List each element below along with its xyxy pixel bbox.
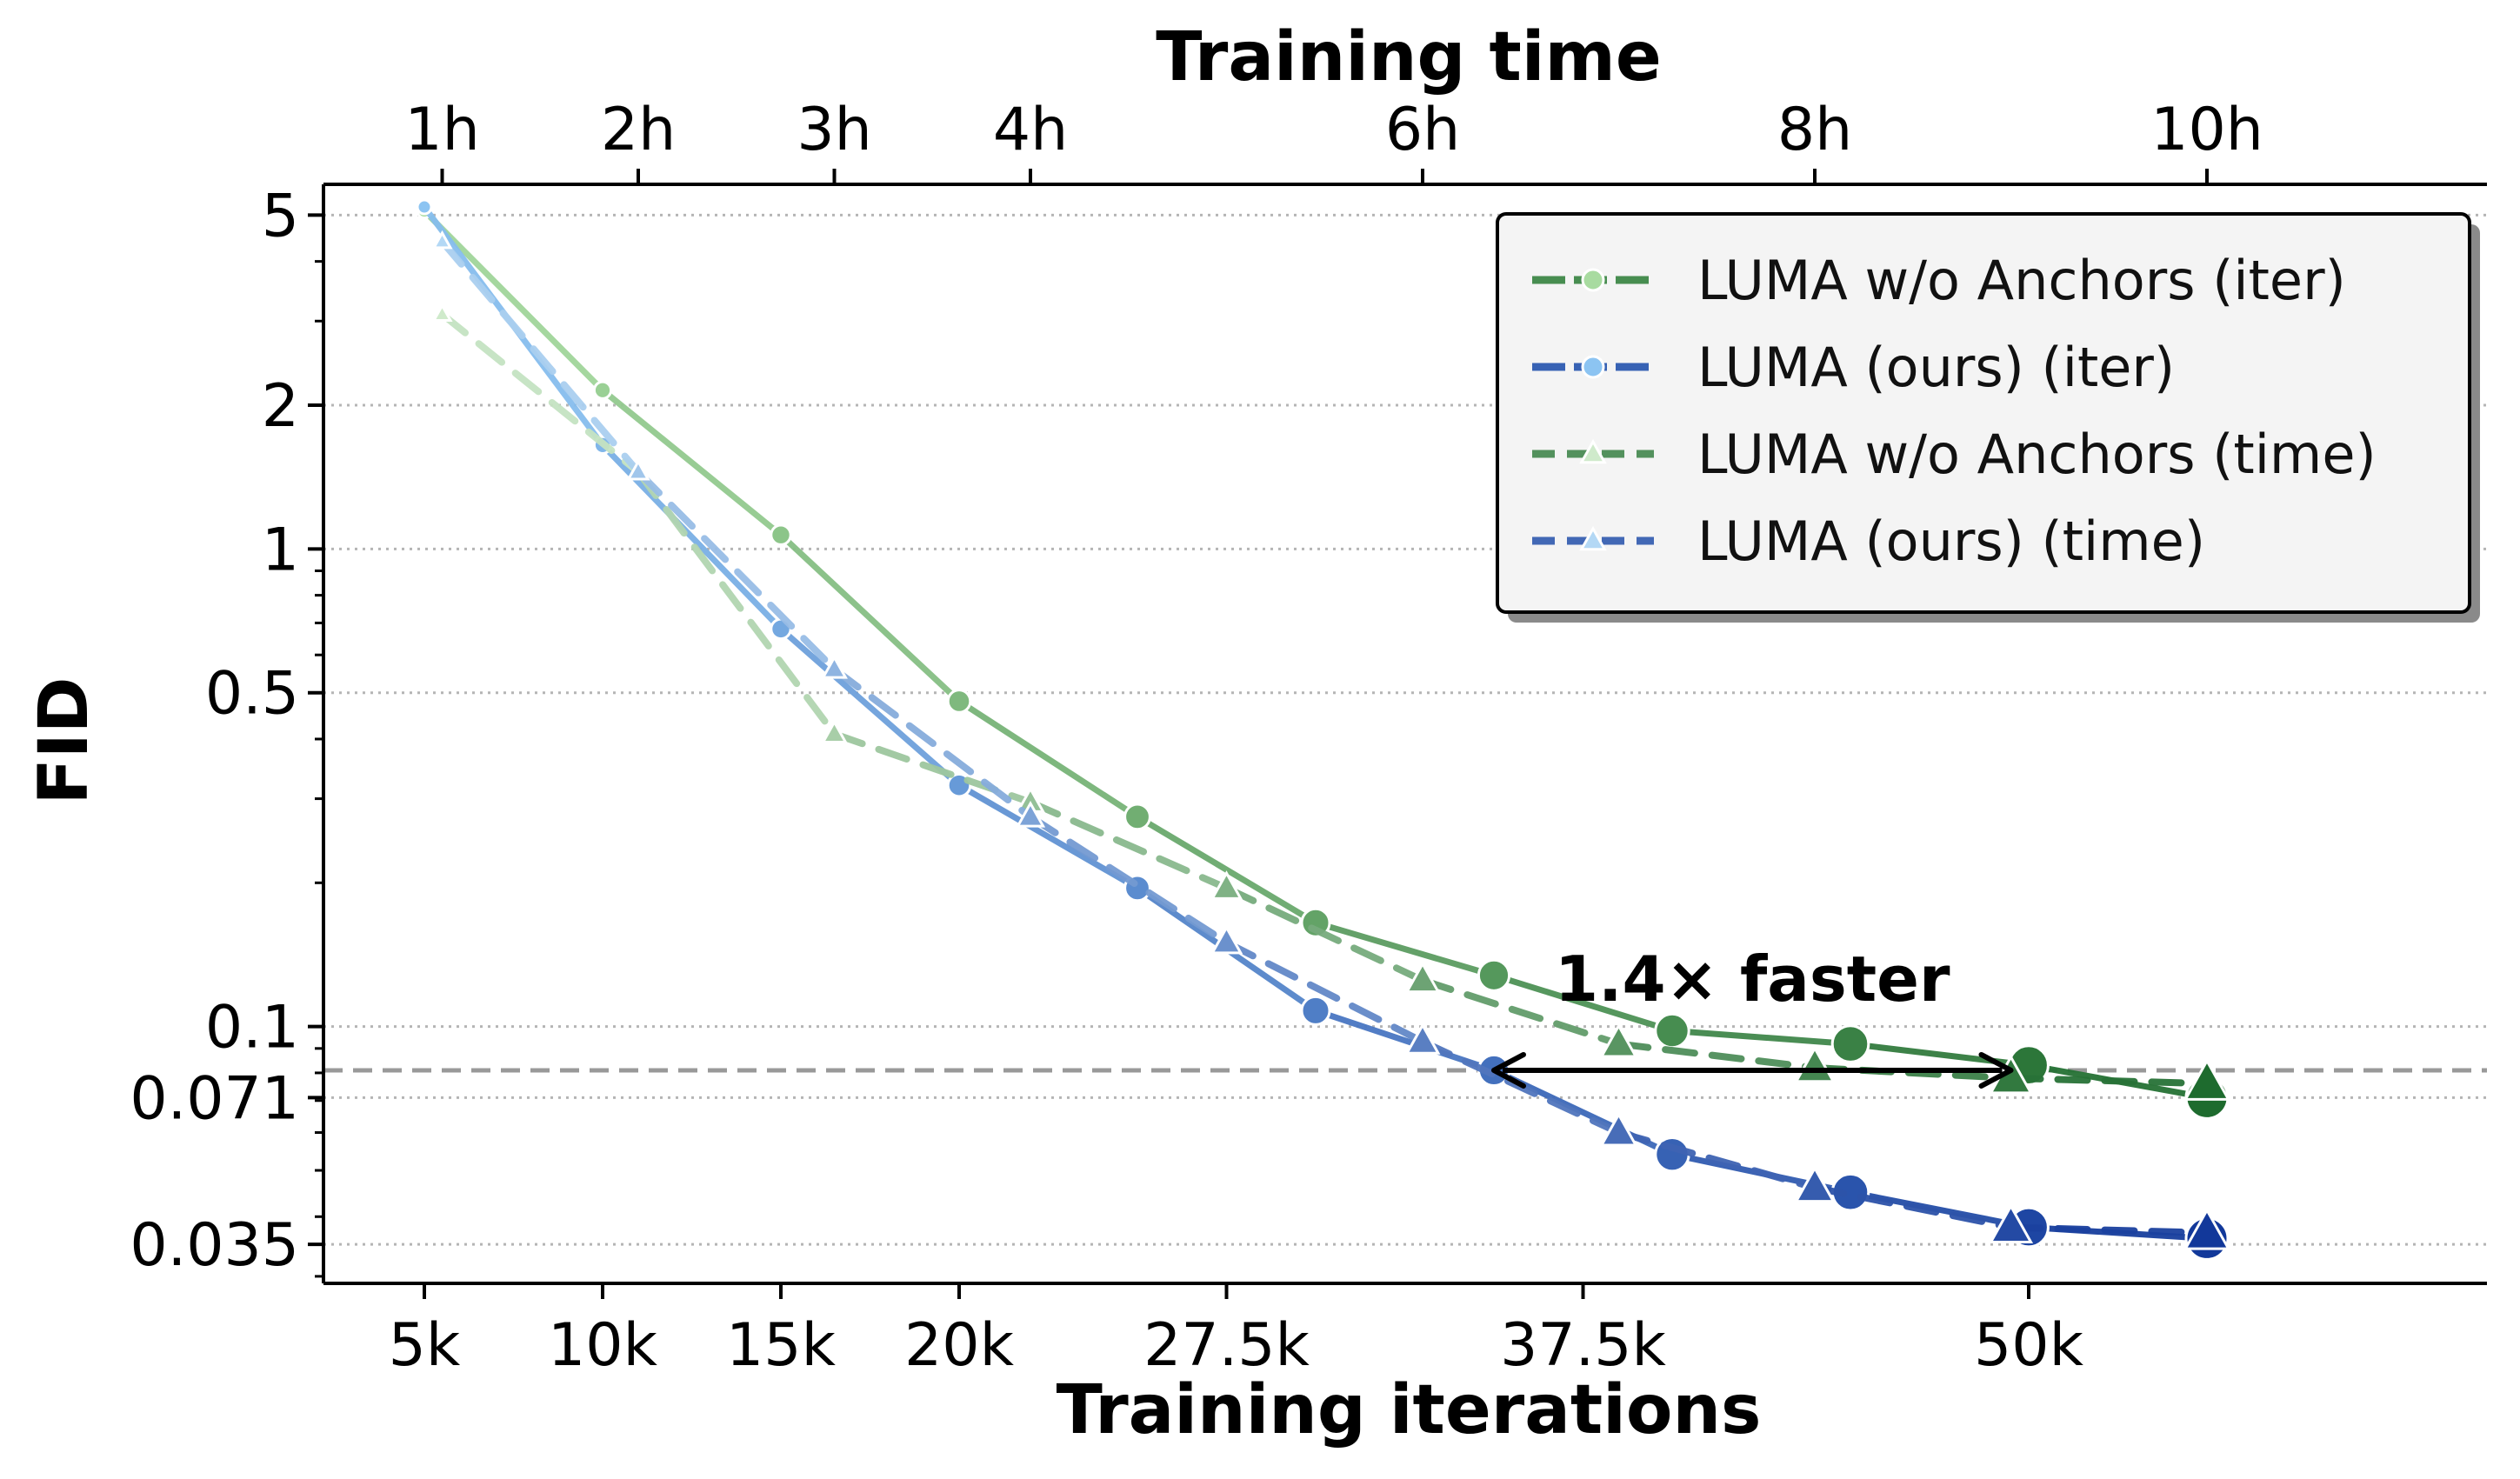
series-segment <box>1223 938 1426 1045</box>
data-point <box>946 689 972 714</box>
series-segment <box>599 387 784 538</box>
series-segment <box>1615 1129 1818 1191</box>
top-x-tick-label: 1h <box>404 96 479 164</box>
data-point <box>2183 1058 2231 1101</box>
x-tick-label: 15k <box>726 1311 837 1380</box>
y-axis-title: FID <box>25 676 103 804</box>
grid-lines <box>323 213 2487 1246</box>
series-segment <box>1027 798 1230 892</box>
data-point <box>2183 1207 2231 1250</box>
data-point <box>1794 1165 1836 1203</box>
data-point <box>1988 1203 2034 1243</box>
data-point <box>1404 1023 1441 1055</box>
y-tick-label: 0.071 <box>130 1064 299 1133</box>
x-tick-label: 20k <box>904 1311 1015 1380</box>
top-x-tick-label: 4h <box>993 96 1068 164</box>
y-tick-label: 0.1 <box>205 994 299 1063</box>
data-point <box>770 523 792 546</box>
legend-label: LUMA (ours) (time) <box>1697 510 2205 573</box>
top-x-tick-label: 2h <box>601 96 676 164</box>
series-segment <box>956 782 1141 891</box>
data-point <box>1830 1024 1870 1063</box>
series-segment <box>777 531 963 704</box>
data-point <box>1404 961 1441 994</box>
legend-box <box>1496 212 2471 614</box>
data-point <box>1210 924 1243 955</box>
data-point <box>1599 1023 1638 1058</box>
legend-label: LUMA (ours) (iter) <box>1697 336 2175 399</box>
series-segment <box>2007 1223 2210 1236</box>
data-point <box>592 380 613 400</box>
data-point <box>821 719 848 744</box>
legend-marker <box>1581 268 1605 292</box>
y-tick-label: 2 <box>262 372 299 441</box>
series-segment <box>635 468 838 738</box>
data-point <box>1300 995 1331 1026</box>
x-tick-label: 50k <box>1974 1311 2084 1380</box>
x-tick-label: 5k <box>389 1311 461 1380</box>
data-point <box>626 458 650 481</box>
data-point <box>1654 1012 1690 1049</box>
series-segment <box>956 697 1141 820</box>
top-x-tick-label: 8h <box>1777 96 1852 164</box>
series-segment <box>438 310 642 476</box>
series-segment <box>1811 1183 2015 1231</box>
series-segment <box>438 237 642 476</box>
series-layer <box>416 198 2231 1261</box>
x-tick-label: 10k <box>548 1311 658 1380</box>
series-segment <box>2007 1074 2210 1088</box>
top-x-axis-title: Training time <box>1156 18 1661 97</box>
data-point <box>1477 958 1511 992</box>
y-tick-label: 5 <box>262 182 299 250</box>
top-x-tick-label: 10h <box>2150 96 2263 164</box>
data-point <box>1015 800 1046 828</box>
legend-label: LUMA w/o Anchors (time) <box>1697 423 2377 486</box>
data-point <box>416 198 433 216</box>
x-tick-label: 27.5k <box>1143 1311 1310 1380</box>
data-point <box>1599 1111 1638 1147</box>
series-segment <box>830 665 1034 821</box>
y-tick-label: 0.035 <box>130 1211 299 1280</box>
annotation-arrow-head-right <box>1978 1051 2014 1089</box>
y-tick-label: 1 <box>262 516 299 584</box>
legend-marker <box>1579 438 1607 464</box>
annotation-label: 1.4× faster <box>1555 943 1950 1016</box>
legend-label: LUMA w/o Anchors (iter) <box>1697 249 2346 312</box>
data-point <box>431 303 453 322</box>
series-segment <box>1223 884 1426 984</box>
data-point <box>1123 803 1151 831</box>
series-segment <box>635 468 838 673</box>
series-segment <box>1615 1040 1818 1072</box>
legend-marker <box>1579 525 1607 551</box>
annotation-arrow-head-left <box>1491 1051 1526 1089</box>
data-point <box>431 230 453 250</box>
series-segment <box>1669 1028 1854 1048</box>
top-x-tick-label: 6h <box>1385 96 1460 164</box>
annotation-layer: 1.4× faster <box>1491 943 2014 1089</box>
data-point <box>1794 1045 1836 1083</box>
axes-layer: 5 2 1 0.5 0.10.071 0.035 5k 10k 15k 20k 27.5k 37.5k… <box>130 96 2487 1380</box>
series-segment <box>777 625 963 789</box>
top-x-tick-label: 3h <box>797 96 871 164</box>
series-segment <box>1027 813 1230 946</box>
series-segment <box>421 208 606 394</box>
series-segment <box>1419 976 1623 1048</box>
y-tick-label: 0.5 <box>205 660 299 729</box>
data-point <box>1210 870 1243 900</box>
series-segment <box>1490 972 1676 1035</box>
data-point <box>821 655 848 679</box>
series-segment <box>1134 813 1319 926</box>
x-tick-label: 37.5k <box>1500 1311 1666 1380</box>
legend-marker <box>1581 355 1605 379</box>
series-segment <box>1312 919 1497 979</box>
x-axis-title: Training iterations <box>1057 1371 1762 1449</box>
legend: LUMA w/o Anchors (iter) LUMA (ours) (iter… <box>1496 212 2480 623</box>
